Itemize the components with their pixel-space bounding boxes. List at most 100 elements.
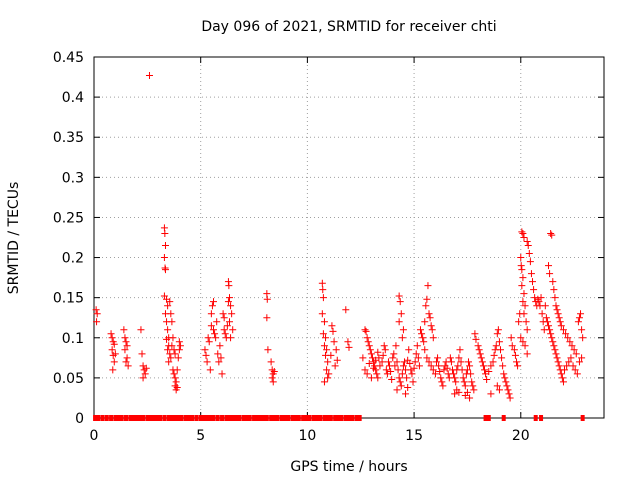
data-point	[216, 342, 224, 350]
zero-value-marker	[336, 415, 341, 421]
zero-value-marker	[109, 415, 114, 421]
data-point	[437, 374, 445, 382]
y-tick-labels: 0 0.05 0.1 0.15 0.2 0.25 0.3 0.35 0.4 0.45	[53, 50, 84, 427]
data-point	[208, 302, 216, 310]
data-point	[466, 394, 474, 402]
data-point	[497, 346, 505, 354]
data-point	[546, 270, 554, 278]
data-point	[164, 302, 172, 310]
data-point	[388, 375, 396, 383]
data-point	[121, 346, 129, 354]
y-axis-label: SRMTID / TECUs	[6, 182, 22, 295]
data-point	[145, 71, 153, 79]
data-point	[142, 364, 150, 372]
x-tick-label: 5	[196, 428, 205, 444]
data-point	[123, 354, 131, 362]
data-point	[320, 378, 328, 386]
data-point	[319, 330, 327, 338]
data-point	[423, 295, 431, 303]
data-point	[443, 364, 451, 372]
zero-value-marker	[354, 415, 359, 421]
data-point	[450, 370, 458, 378]
y-tick-label: 0.05	[53, 371, 84, 387]
data-point	[555, 314, 563, 322]
data-point	[568, 342, 576, 350]
zero-value-marker	[211, 415, 216, 421]
zero-value-marker	[339, 415, 344, 421]
data-point	[332, 346, 340, 354]
data-point	[467, 370, 475, 378]
data-point	[505, 390, 513, 398]
data-point	[530, 286, 538, 294]
data-point	[577, 310, 585, 318]
data-point	[422, 302, 430, 310]
data-point	[571, 366, 579, 374]
data-point	[436, 367, 444, 375]
data-point	[227, 302, 235, 310]
data-point	[363, 370, 371, 378]
data-point	[330, 338, 338, 346]
zero-value-marker	[158, 415, 163, 421]
data-point	[520, 310, 528, 318]
data-point	[425, 310, 433, 318]
zero-value-marker	[322, 415, 327, 421]
data-point	[92, 306, 100, 314]
data-point	[490, 351, 498, 359]
data-point	[318, 310, 326, 318]
zero-value-marker	[533, 415, 538, 421]
data-point	[120, 326, 128, 334]
data-point	[457, 358, 465, 366]
data-point	[395, 292, 403, 300]
data-point	[323, 366, 331, 374]
data-point	[367, 374, 375, 382]
data-point	[427, 362, 435, 370]
zero-value-marker	[198, 415, 203, 421]
zero-value-marker	[282, 415, 287, 421]
y-tick-label: 0.45	[53, 50, 84, 66]
data-point	[391, 362, 399, 370]
zero-value-marker	[119, 415, 124, 421]
data-point	[217, 354, 225, 362]
data-point	[535, 298, 543, 306]
data-point	[562, 330, 570, 338]
data-point	[565, 358, 573, 366]
data-point	[331, 362, 339, 370]
data-point	[174, 354, 182, 362]
data-point	[220, 314, 228, 322]
data-point	[374, 374, 382, 382]
data-point	[398, 334, 406, 342]
data-point	[466, 362, 474, 370]
zero-value-marker	[176, 415, 181, 421]
zero-value-marker	[296, 415, 301, 421]
data-point	[124, 362, 132, 370]
data-point	[563, 362, 571, 370]
data-point	[552, 302, 560, 310]
data-point	[123, 342, 131, 350]
data-point	[428, 326, 436, 334]
data-point	[493, 382, 501, 390]
zero-value-marker	[304, 415, 309, 421]
data-point	[366, 346, 374, 354]
data-point	[522, 318, 530, 326]
data-point	[475, 346, 483, 354]
data-point	[434, 354, 442, 362]
data-point	[429, 334, 437, 342]
y-tick-label: 0.25	[53, 210, 84, 226]
data-point	[209, 298, 217, 306]
data-point	[451, 390, 459, 398]
data-point	[559, 378, 567, 386]
data-point	[364, 338, 372, 346]
data-point	[390, 350, 398, 358]
plot-frame	[93, 56, 605, 419]
data-point	[219, 310, 227, 318]
zero-value-marker	[286, 415, 291, 421]
zero-value-marker	[220, 415, 225, 421]
data-point	[167, 310, 175, 318]
data-point	[406, 359, 414, 367]
zero-value-marker	[224, 415, 229, 421]
data-point	[499, 362, 507, 370]
data-point	[483, 375, 491, 383]
zero-value-marker	[179, 415, 184, 421]
data-point	[168, 318, 176, 326]
zero-value-marker	[113, 415, 118, 421]
